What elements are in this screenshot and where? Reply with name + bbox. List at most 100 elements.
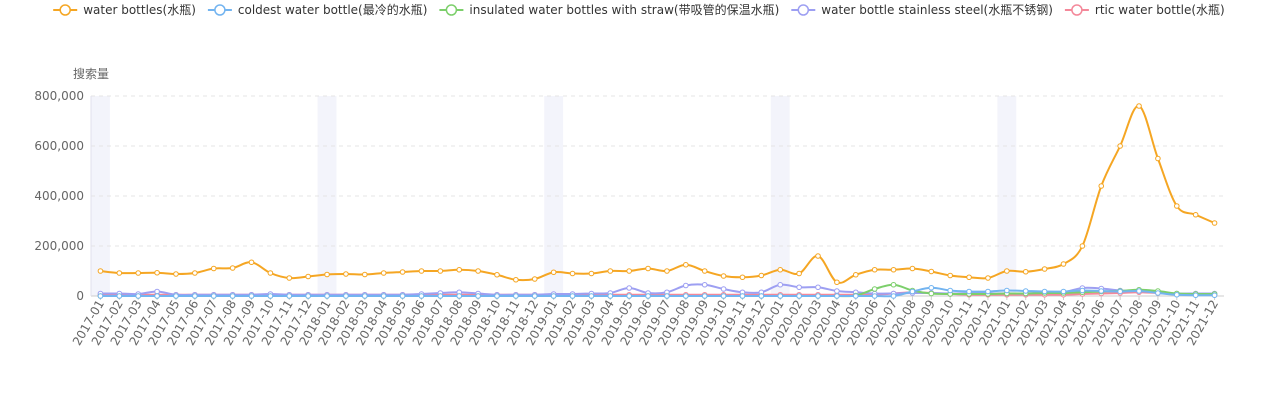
data-point[interactable]: [456, 293, 463, 299]
data-point[interactable]: [720, 293, 727, 299]
data-point[interactable]: [343, 271, 349, 277]
data-point[interactable]: [210, 265, 217, 272]
data-point[interactable]: [947, 287, 953, 294]
data-point[interactable]: [890, 281, 897, 288]
data-point[interactable]: [154, 293, 160, 299]
legend-item-4[interactable]: rtic water bottle(水瓶): [1064, 3, 1225, 17]
data-point[interactable]: [834, 288, 840, 294]
data-point[interactable]: [513, 293, 519, 299]
data-point[interactable]: [758, 293, 765, 299]
data-point[interactable]: [380, 270, 387, 276]
data-point[interactable]: [701, 281, 708, 288]
data-point[interactable]: [626, 268, 632, 274]
data-point[interactable]: [267, 270, 274, 276]
data-point[interactable]: [1098, 288, 1105, 294]
data-point[interactable]: [475, 268, 481, 274]
data-point[interactable]: [890, 266, 897, 273]
data-point[interactable]: [324, 271, 330, 278]
data-point[interactable]: [1098, 183, 1105, 189]
data-point[interactable]: [116, 293, 123, 299]
data-point[interactable]: [1211, 220, 1218, 226]
data-point[interactable]: [550, 269, 557, 276]
data-point[interactable]: [437, 268, 444, 274]
data-point[interactable]: [1192, 211, 1199, 218]
data-point[interactable]: [1117, 143, 1123, 149]
data-point[interactable]: [248, 259, 255, 266]
data-point[interactable]: [796, 284, 802, 291]
data-point[interactable]: [173, 293, 179, 299]
data-point[interactable]: [173, 271, 179, 277]
data-point[interactable]: [796, 270, 802, 277]
data-point[interactable]: [1041, 288, 1048, 295]
data-point[interactable]: [1155, 155, 1161, 162]
data-point[interactable]: [664, 268, 670, 274]
data-point[interactable]: [871, 266, 878, 273]
data-point[interactable]: [947, 272, 953, 279]
data-point[interactable]: [626, 285, 632, 291]
data-point[interactable]: [362, 271, 368, 278]
data-point[interactable]: [796, 293, 802, 299]
data-point[interactable]: [267, 293, 274, 299]
data-point[interactable]: [815, 284, 821, 291]
data-point[interactable]: [890, 293, 897, 299]
data-point[interactable]: [569, 270, 576, 277]
data-point[interactable]: [229, 293, 236, 299]
data-point[interactable]: [569, 293, 576, 299]
data-point[interactable]: [777, 293, 784, 299]
data-point[interactable]: [380, 293, 387, 299]
data-point[interactable]: [683, 293, 689, 299]
data-point[interactable]: [1173, 291, 1180, 298]
data-point[interactable]: [229, 265, 236, 271]
data-point[interactable]: [985, 288, 991, 295]
data-point[interactable]: [815, 293, 821, 299]
data-point[interactable]: [154, 288, 160, 295]
data-point[interactable]: [1004, 287, 1010, 294]
data-point[interactable]: [210, 293, 217, 299]
data-point[interactable]: [664, 293, 670, 299]
data-point[interactable]: [852, 271, 859, 278]
legend-item-2[interactable]: insulated water bottles with straw(带吸管的保…: [439, 2, 779, 17]
data-point[interactable]: [1173, 203, 1180, 209]
data-point[interactable]: [701, 293, 708, 299]
data-point[interactable]: [1079, 287, 1086, 294]
data-point[interactable]: [985, 275, 991, 281]
data-point[interactable]: [399, 293, 406, 299]
data-point[interactable]: [305, 293, 311, 299]
data-point[interactable]: [852, 293, 859, 299]
data-point[interactable]: [286, 275, 293, 281]
data-point[interactable]: [513, 276, 519, 283]
data-point[interactable]: [362, 293, 368, 299]
data-point[interactable]: [966, 274, 972, 281]
data-point[interactable]: [588, 293, 595, 299]
data-point[interactable]: [815, 253, 821, 259]
data-point[interactable]: [701, 268, 708, 274]
data-point[interactable]: [909, 288, 916, 295]
legend-item-1[interactable]: coldest water bottle(最冷的水瓶): [207, 2, 428, 17]
data-point[interactable]: [720, 273, 727, 279]
data-point[interactable]: [739, 293, 746, 299]
data-point[interactable]: [909, 265, 916, 272]
data-point[interactable]: [531, 293, 538, 299]
data-point[interactable]: [456, 266, 463, 273]
legend-item-0[interactable]: water bottles(水瓶): [53, 3, 196, 17]
data-point[interactable]: [1022, 268, 1029, 275]
data-point[interactable]: [720, 286, 727, 292]
data-point[interactable]: [135, 293, 142, 299]
data-point[interactable]: [97, 268, 104, 274]
data-point[interactable]: [871, 293, 878, 299]
data-point[interactable]: [834, 293, 840, 299]
data-point[interactable]: [588, 270, 595, 277]
data-point[interactable]: [1155, 290, 1161, 296]
data-point[interactable]: [683, 261, 689, 268]
data-point[interactable]: [928, 290, 935, 297]
data-point[interactable]: [399, 269, 406, 275]
data-point[interactable]: [494, 271, 500, 278]
data-point[interactable]: [286, 293, 293, 299]
data-point[interactable]: [305, 273, 311, 280]
data-point[interactable]: [1004, 268, 1010, 274]
data-point[interactable]: [531, 276, 538, 282]
data-point[interactable]: [645, 293, 651, 299]
data-point[interactable]: [1117, 288, 1123, 295]
data-point[interactable]: [494, 293, 500, 299]
data-point[interactable]: [683, 282, 689, 289]
